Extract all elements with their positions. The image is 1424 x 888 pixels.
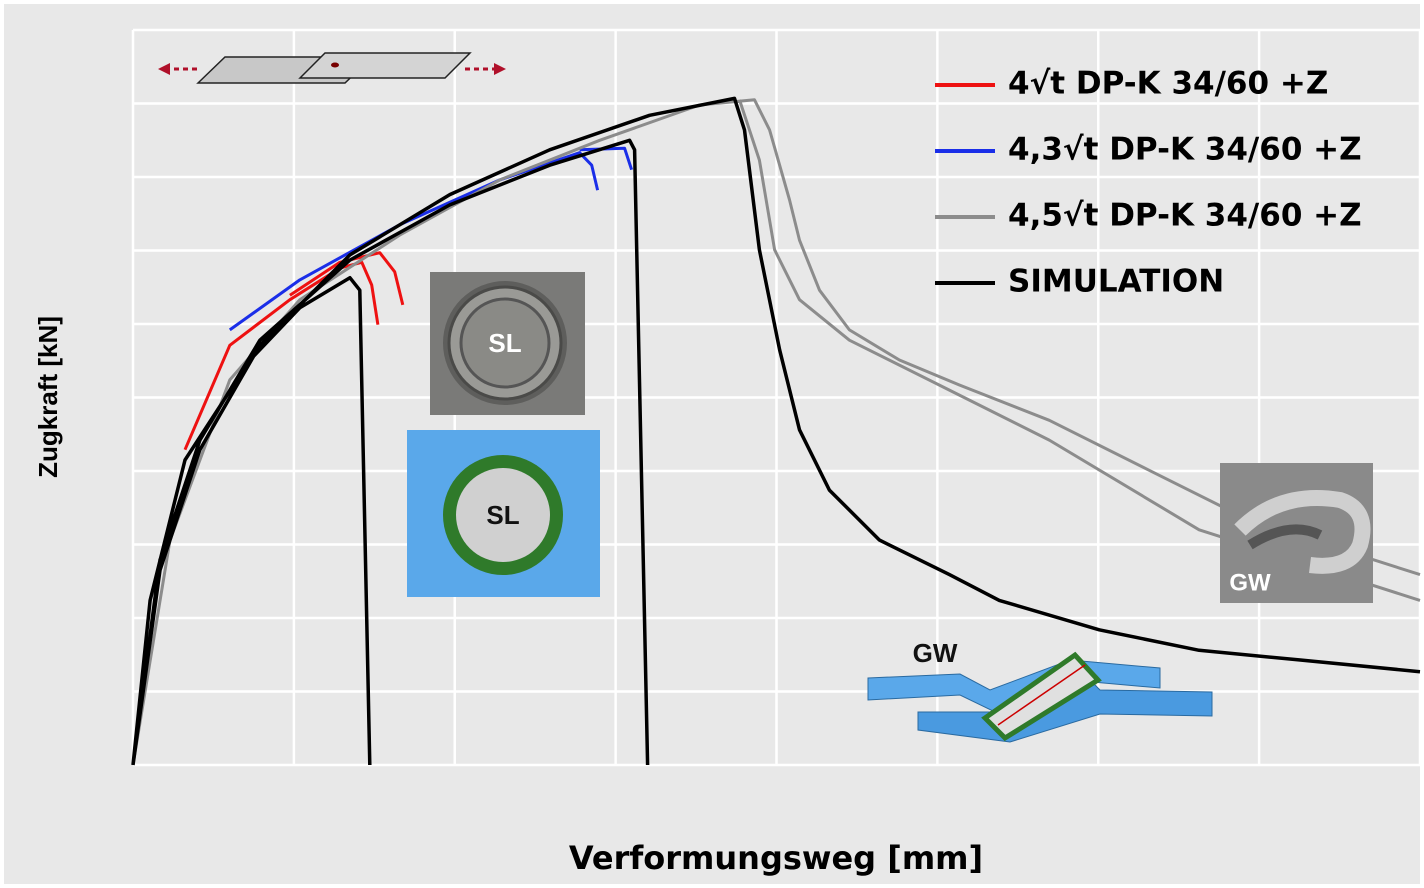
gw-photo [1220, 463, 1373, 603]
annotation: SL [486, 500, 519, 530]
gw-simulation [867, 651, 1213, 743]
legend: 4√t DP-K 34/60 +Z 4,3√t DP-K 34/60 +Z 4,5√… [935, 66, 1362, 300]
legend-label: 4,3√t DP-K 34/60 +Z [1008, 132, 1362, 168]
legend-label: SIMULATION [1008, 264, 1224, 300]
x-axis-label: Verformungsweg [mm] [569, 839, 983, 877]
background [4, 4, 1420, 884]
annotation: GW [913, 638, 958, 668]
annotation: SL [488, 328, 521, 358]
series-line [131, 96, 1421, 766]
annotation: GW [1229, 569, 1271, 596]
legend-label: 4,5√t DP-K 34/60 +Z [1008, 198, 1362, 234]
legend-label: 4√t DP-K 34/60 +Z [1008, 66, 1328, 102]
sl-photo [430, 272, 585, 415]
y-axis-label: Zugkraft [kN] [33, 316, 63, 478]
sl-simulation [407, 430, 600, 597]
specimen-icon [158, 52, 506, 84]
plot-lines [131, 96, 1421, 766]
